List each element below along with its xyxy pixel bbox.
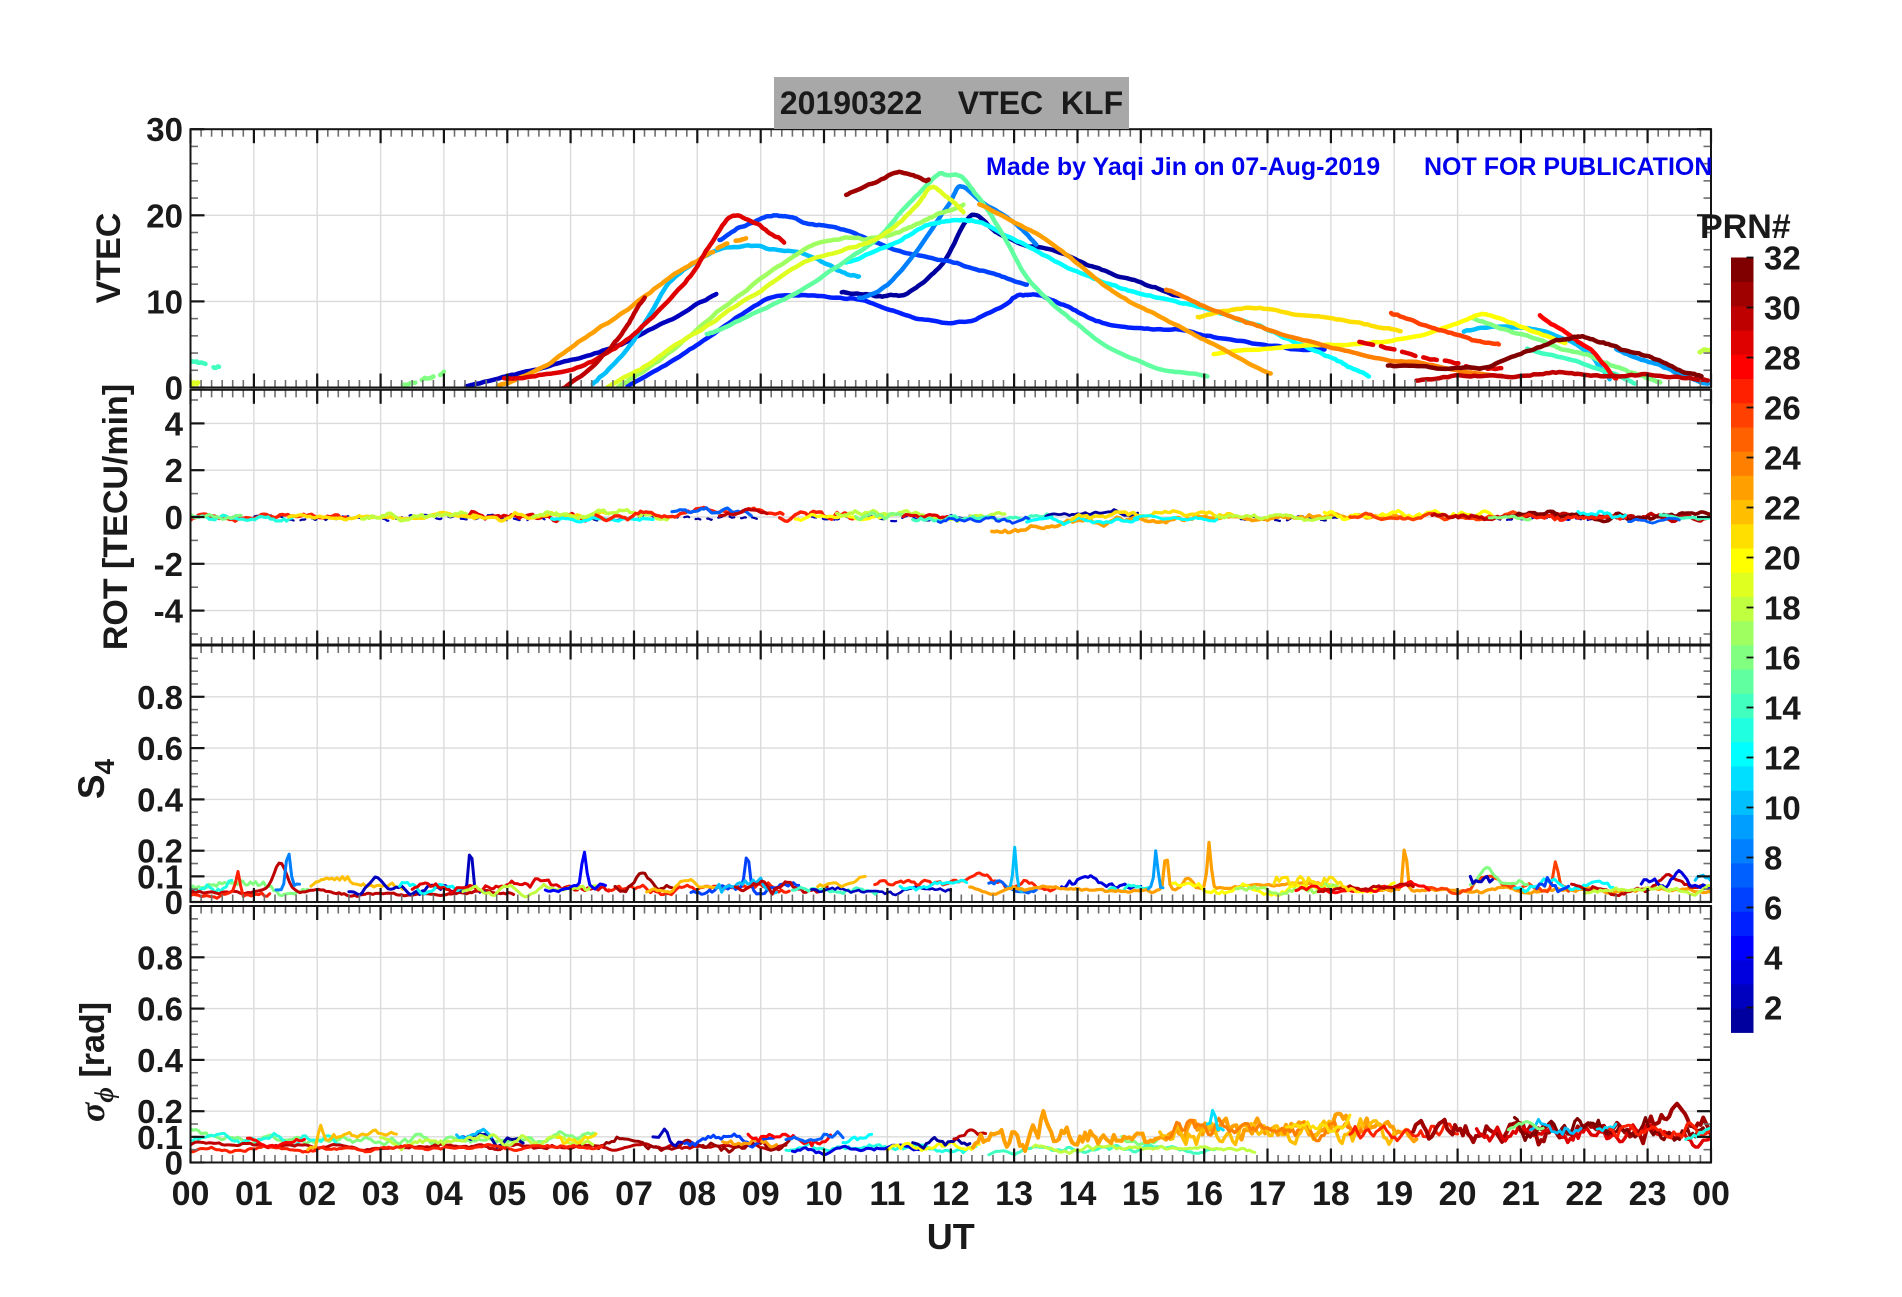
svg-text:Made by Yaqi Jin on 07-Aug-201: Made by Yaqi Jin on 07-Aug-2019: [986, 153, 1380, 181]
svg-text:00: 00: [1692, 1175, 1730, 1213]
svg-text:6: 6: [1764, 890, 1782, 927]
svg-text:10: 10: [805, 1175, 843, 1213]
svg-text:0.1: 0.1: [137, 1119, 183, 1156]
svg-text:00: 00: [172, 1175, 210, 1213]
svg-text:26: 26: [1764, 390, 1801, 427]
svg-text:12: 12: [1764, 740, 1801, 777]
svg-text:0: 0: [165, 370, 183, 407]
svg-text:0: 0: [165, 499, 183, 536]
svg-text:0.8: 0.8: [137, 679, 183, 716]
svg-text:0: 0: [165, 884, 183, 921]
svg-text:19: 19: [1375, 1175, 1413, 1213]
svg-text:0.8: 0.8: [137, 939, 183, 976]
svg-text:30: 30: [146, 111, 183, 148]
svg-text:24: 24: [1764, 440, 1801, 477]
svg-text:0.2: 0.2: [137, 833, 183, 870]
svg-text:20: 20: [1439, 1175, 1477, 1213]
svg-text:0.4: 0.4: [137, 781, 184, 818]
svg-text:4: 4: [1764, 940, 1783, 977]
svg-text:06: 06: [552, 1175, 590, 1213]
svg-text:16: 16: [1764, 640, 1801, 677]
svg-text:NOT FOR PUBLICATION: NOT FOR PUBLICATION: [1424, 153, 1712, 181]
svg-text:14: 14: [1059, 1175, 1097, 1213]
svg-text:12: 12: [932, 1175, 970, 1213]
svg-text:0.6: 0.6: [137, 730, 183, 767]
svg-text:0.4: 0.4: [137, 1042, 184, 1079]
svg-text:2: 2: [165, 452, 183, 489]
svg-text:05: 05: [488, 1175, 526, 1213]
svg-text:-4: -4: [154, 593, 184, 630]
svg-text:VTEC: VTEC: [90, 213, 128, 304]
svg-text:4: 4: [165, 405, 184, 442]
svg-text:0: 0: [165, 1145, 183, 1182]
svg-text:10: 10: [146, 283, 183, 320]
svg-text:20190322 VTEC KLF: 20190322 VTEC KLF: [780, 85, 1123, 121]
svg-text:30: 30: [1764, 290, 1801, 327]
svg-text:18: 18: [1764, 590, 1801, 627]
svg-text:PRN#: PRN#: [1700, 208, 1791, 246]
svg-text:0.2: 0.2: [137, 1093, 183, 1130]
svg-text:22: 22: [1764, 490, 1801, 527]
svg-text:13: 13: [995, 1175, 1033, 1213]
svg-text:20: 20: [146, 197, 183, 234]
svg-text:08: 08: [678, 1175, 716, 1213]
svg-text:11: 11: [869, 1175, 905, 1213]
svg-text:20: 20: [1764, 540, 1801, 577]
svg-text:02: 02: [298, 1175, 336, 1213]
svg-text:23: 23: [1629, 1175, 1667, 1213]
svg-text:22: 22: [1565, 1175, 1603, 1213]
svg-text:01: 01: [235, 1175, 273, 1213]
svg-text:32: 32: [1764, 240, 1801, 277]
svg-text:03: 03: [362, 1175, 400, 1213]
svg-text:18: 18: [1312, 1175, 1350, 1213]
svg-text:21: 21: [1502, 1175, 1540, 1213]
svg-text:ROT [TECU/min]: ROT [TECU/min]: [97, 384, 135, 650]
svg-text:28: 28: [1764, 340, 1801, 377]
svg-text:15: 15: [1122, 1175, 1160, 1213]
svg-text:14: 14: [1764, 690, 1801, 727]
svg-text:8: 8: [1764, 840, 1782, 877]
svg-text:04: 04: [425, 1175, 463, 1213]
svg-text:2: 2: [1764, 990, 1782, 1027]
svg-text:UT: UT: [927, 1216, 975, 1257]
svg-text:10: 10: [1764, 790, 1801, 827]
svg-text:0.1: 0.1: [137, 858, 183, 895]
svg-text:09: 09: [742, 1175, 780, 1213]
svg-text:07: 07: [615, 1175, 653, 1213]
svg-text:17: 17: [1249, 1175, 1287, 1213]
svg-text:σϕ [rad]: σϕ [rad]: [72, 1002, 119, 1122]
svg-text:-2: -2: [154, 546, 183, 583]
svg-text:16: 16: [1185, 1175, 1223, 1213]
svg-text:0.6: 0.6: [137, 991, 183, 1028]
